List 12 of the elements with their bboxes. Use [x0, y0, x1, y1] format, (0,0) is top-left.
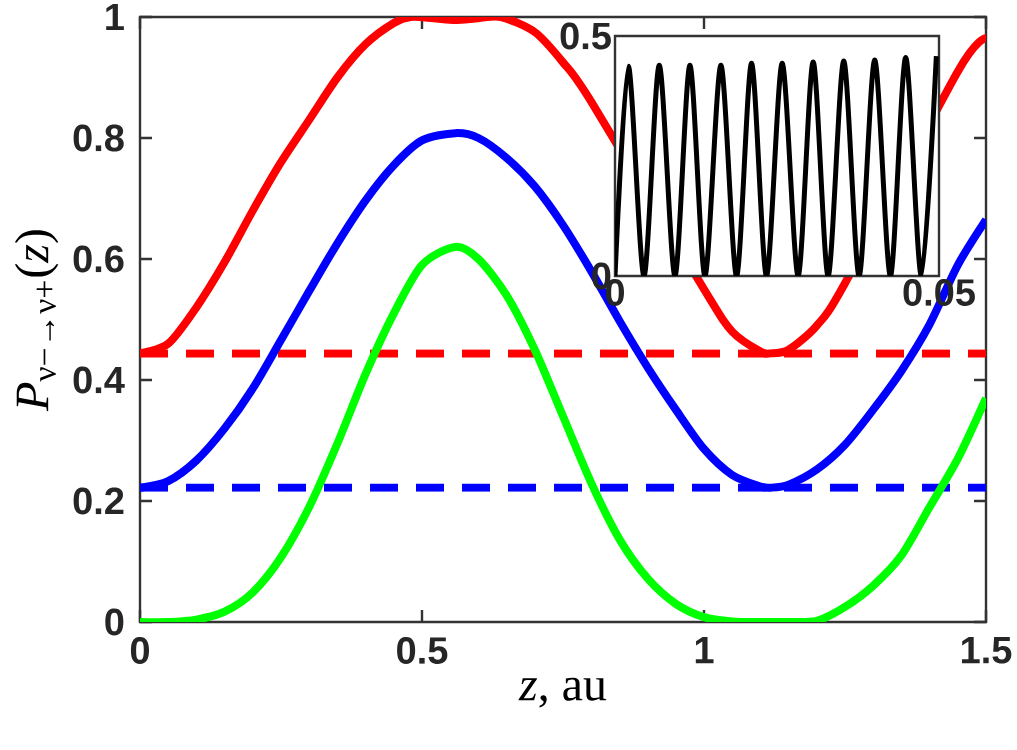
y-tick-label: 0 — [105, 608, 124, 636]
x-axis-title: z, au — [518, 677, 607, 708]
y-tick-label: 0.8 — [73, 124, 124, 152]
x-tick-label: 1.5 — [961, 637, 1012, 664]
x-tick-label: 0.5 — [397, 637, 448, 664]
y-tick-label: 0.2 — [73, 487, 124, 515]
y-tick-label: 0.4 — [73, 366, 125, 394]
x-tick-label: 1 — [695, 637, 714, 664]
x-tick-label: 0 — [130, 637, 150, 664]
y-axis-title: P$_{ν−→ν+}$(z) — [14, 230, 59, 412]
y-tick-label: 1 — [106, 3, 124, 31]
y-tick-label: 0.6 — [73, 245, 124, 273]
